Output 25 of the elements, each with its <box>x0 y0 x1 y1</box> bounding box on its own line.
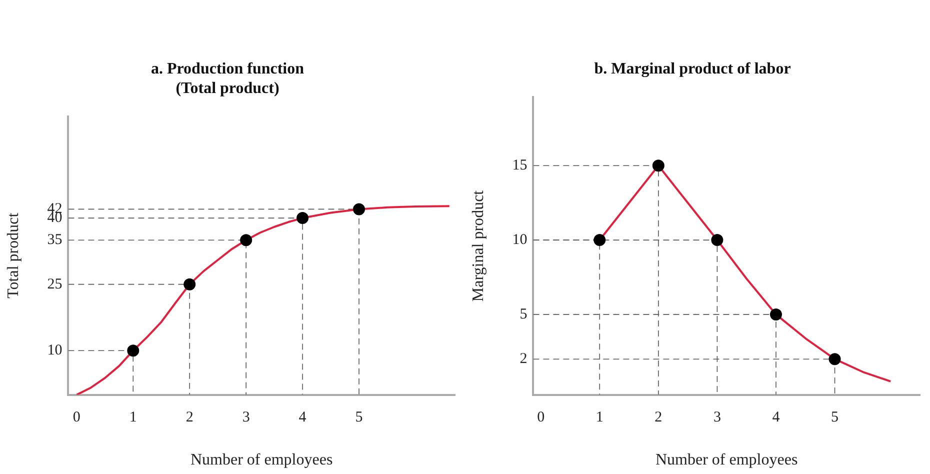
x-tick-label: 1 <box>129 410 137 426</box>
y-tick-label: 10 <box>47 342 62 359</box>
chart-title: a. Production function (Total product) <box>150 60 304 97</box>
x-tick-label: 3 <box>713 410 721 426</box>
x-tick-label: 0 <box>537 410 545 426</box>
y-axis-title: Total product <box>4 212 22 298</box>
x-tick-label: 4 <box>772 410 780 426</box>
y-tick-label: 2 <box>520 351 528 368</box>
x-tick-label: 3 <box>242 410 250 426</box>
y-tick-label: 10 <box>512 232 528 248</box>
x-tick-label: 5 <box>831 410 839 426</box>
x-axis-title: Number of employees <box>190 452 333 469</box>
x-tick-label: 2 <box>654 410 662 426</box>
y-tick-label: 5 <box>520 306 528 322</box>
x-tick-label: 5 <box>355 410 363 426</box>
x-tick-label: 2 <box>186 410 194 426</box>
x-tick-label: 4 <box>298 410 307 426</box>
y-axis-title: Marginal product <box>470 190 487 302</box>
x-tick-label: 0 <box>72 410 80 426</box>
y-tick-label: 35 <box>47 232 62 248</box>
x-tick-label: 1 <box>596 410 604 426</box>
y-tick-label: 15 <box>512 158 528 174</box>
x-axis-title: Number of employees <box>656 452 798 469</box>
chart-title: b. Marginal product of labor <box>594 60 791 78</box>
y-tick-label: 25 <box>47 276 62 292</box>
